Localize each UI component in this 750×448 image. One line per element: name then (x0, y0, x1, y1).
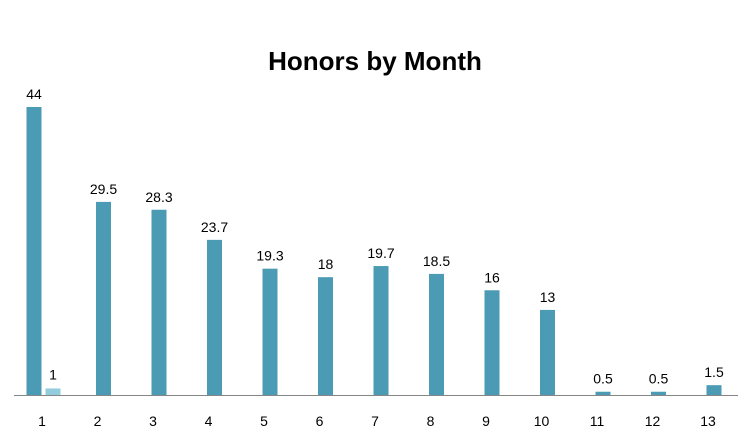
bar-1 (26, 107, 42, 395)
x-tick-label-5: 5 (260, 413, 268, 429)
data-label-10: 13 (540, 289, 556, 305)
data-label-1: 44 (26, 86, 42, 102)
data-label-8: 18.5 (423, 253, 450, 269)
data-label-13: 1.5 (704, 364, 724, 380)
bar-9 (484, 290, 500, 395)
x-tick-label-6: 6 (316, 413, 324, 429)
data-label-9: 16 (484, 269, 500, 285)
bar-4 (207, 239, 222, 395)
x-tick-label-11: 11 (590, 413, 605, 429)
bar-8 (429, 273, 444, 395)
x-tick-label-1: 1 (38, 413, 46, 429)
x-tick-label-8: 8 (427, 413, 435, 429)
x-tick-label-10: 10 (534, 413, 550, 429)
data-label-5: 19.3 (256, 248, 283, 264)
x-tick-label-9: 9 (482, 413, 490, 429)
bar-secondary-1 (45, 388, 61, 395)
bar-3 (151, 209, 167, 395)
bar-10 (540, 309, 555, 395)
data-label-11: 0.5 (593, 371, 613, 387)
data-label-6: 18 (318, 256, 334, 272)
chart-title: Honors by Month (268, 46, 482, 76)
x-tick-label-2: 2 (94, 413, 102, 429)
data-label-secondary-1: 1 (49, 366, 57, 382)
x-tick-label-12: 12 (645, 413, 661, 429)
data-label-4: 23.7 (201, 219, 228, 235)
bar-2 (96, 201, 111, 395)
bar-5 (262, 268, 278, 395)
bar-13 (706, 385, 722, 395)
data-label-2: 29.5 (90, 181, 117, 197)
x-tick-label-4: 4 (205, 413, 213, 429)
bar-7 (373, 266, 389, 395)
x-tick-label-13: 13 (700, 413, 716, 429)
bar-6 (318, 277, 333, 395)
bar-11 (595, 391, 611, 395)
x-tick-label-7: 7 (371, 413, 379, 429)
data-label-12: 0.5 (649, 371, 669, 387)
bar-12 (651, 391, 666, 395)
x-tick-label-3: 3 (149, 413, 157, 429)
data-label-3: 28.3 (145, 189, 172, 205)
data-label-7: 19.7 (367, 245, 394, 261)
